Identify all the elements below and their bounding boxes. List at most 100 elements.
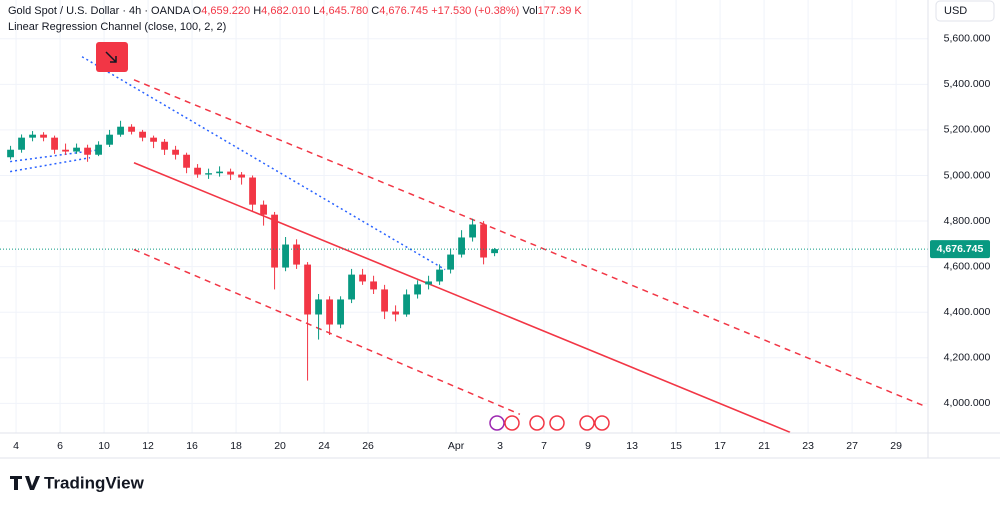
x-tick-label: 7 — [541, 440, 547, 452]
candle-body — [381, 289, 388, 312]
y-tick-label: 4,800.000 — [944, 215, 991, 227]
candle-body — [95, 144, 102, 155]
candle-body — [447, 254, 454, 270]
candle-body — [271, 214, 278, 268]
candle-body — [51, 137, 58, 150]
candle-body — [18, 137, 25, 150]
x-tick-label: 17 — [714, 440, 726, 452]
x-tick-label: 26 — [362, 440, 374, 452]
x-tick-label: 15 — [670, 440, 682, 452]
x-tick-label: 23 — [802, 440, 814, 452]
candle-body — [216, 171, 223, 174]
y-tick-label: 4,200.000 — [944, 352, 991, 364]
candle-body — [73, 147, 80, 152]
candle-body — [348, 274, 355, 300]
indicator: Linear Regression Channel (close, 100, 2… — [8, 21, 226, 33]
symbol: Gold Spot / U.S. Dollar · 4h · OANDA — [8, 5, 191, 17]
y-tick-label: 5,200.000 — [944, 124, 991, 136]
candle-body — [304, 264, 311, 315]
x-tick-label: 13 — [626, 440, 638, 452]
x-tick-label: 12 — [142, 440, 154, 452]
x-tick-label: 27 — [846, 440, 858, 452]
candle-body — [205, 173, 212, 175]
plot — [0, 56, 928, 434]
regression-line — [81, 56, 446, 271]
last-price-tag — [930, 240, 990, 259]
x-tick-label: 24 — [318, 440, 330, 452]
events — [489, 415, 610, 431]
open-label: O — [193, 5, 202, 17]
currency[interactable]: USD — [944, 5, 967, 17]
volume-label: Vol — [522, 5, 537, 17]
candle-body — [172, 149, 179, 155]
candle-body — [425, 281, 432, 285]
x-tick-label: 4 — [13, 440, 19, 452]
low-label: L — [313, 5, 319, 17]
x-tick-label: 18 — [230, 440, 242, 452]
legend: Gold Spot / U.S. Dollar · 4h · OANDA O4,… — [8, 5, 582, 17]
candle-body — [282, 244, 289, 268]
candle-body — [315, 299, 322, 315]
candle-body — [62, 149, 69, 152]
candle-body — [139, 131, 146, 138]
candle-body — [29, 134, 36, 138]
candle-body — [150, 137, 157, 142]
y-tick-label: 4,600.000 — [944, 260, 991, 272]
x-tick-label: 29 — [890, 440, 902, 452]
candle-body — [436, 269, 443, 282]
regression-line — [9, 156, 91, 173]
candle-body — [40, 134, 47, 138]
candle-body — [403, 294, 410, 315]
x-tick-label: 10 — [98, 440, 110, 452]
brand-logo — [10, 476, 40, 490]
regression-line — [133, 248, 521, 416]
candle-body — [238, 174, 245, 178]
candle-body — [260, 204, 267, 215]
high: 4,682.010 — [261, 5, 310, 17]
y-tick-label: 5,400.000 — [944, 78, 991, 90]
close: 4,676.745 — [379, 5, 428, 17]
change: +17.530 (+0.38%) — [431, 5, 519, 17]
currency-button[interactable] — [935, 0, 995, 22]
candle-body — [326, 299, 333, 325]
candle-body — [337, 299, 344, 325]
candle-body — [128, 126, 135, 132]
x-tick-label: 21 — [758, 440, 770, 452]
candle-body — [183, 154, 190, 168]
x-tick-label: 16 — [186, 440, 198, 452]
candle-body — [249, 177, 256, 205]
candle-body — [7, 149, 14, 158]
y-tick-label: 4,000.000 — [944, 397, 991, 409]
x-tick-label: 6 — [57, 440, 63, 452]
x-tick-label: 9 — [585, 440, 591, 452]
volume: 177.39 K — [538, 5, 583, 17]
candle-body — [194, 167, 201, 175]
x-tick-label: Apr — [448, 440, 465, 452]
candle-body — [414, 284, 421, 295]
grid — [0, 0, 928, 433]
candle-body — [117, 126, 124, 135]
x-tick-label: 3 — [497, 440, 503, 452]
candle-body — [84, 147, 91, 155]
candle-body — [469, 224, 476, 238]
close-label: C — [371, 5, 379, 17]
y-tick-label: 4,400.000 — [944, 306, 991, 318]
candle-body — [106, 134, 113, 145]
candle-body — [227, 171, 234, 175]
candle-body — [161, 141, 168, 150]
last-price-label: 4,676.745 — [937, 243, 984, 255]
candle-body — [480, 224, 487, 258]
candle-body — [370, 281, 377, 290]
y-tick-label: 5,600.000 — [944, 33, 991, 45]
candle-body — [458, 237, 465, 255]
candle-body — [359, 274, 366, 282]
candle-body — [392, 311, 399, 315]
alert-marker — [96, 42, 128, 72]
open: 4,659.220 — [201, 5, 250, 17]
candle-body — [491, 249, 498, 254]
brand: TradingView — [44, 473, 145, 492]
high-label: H — [253, 5, 261, 17]
x-tick-label: 20 — [274, 440, 286, 452]
low: 4,645.780 — [319, 5, 368, 17]
